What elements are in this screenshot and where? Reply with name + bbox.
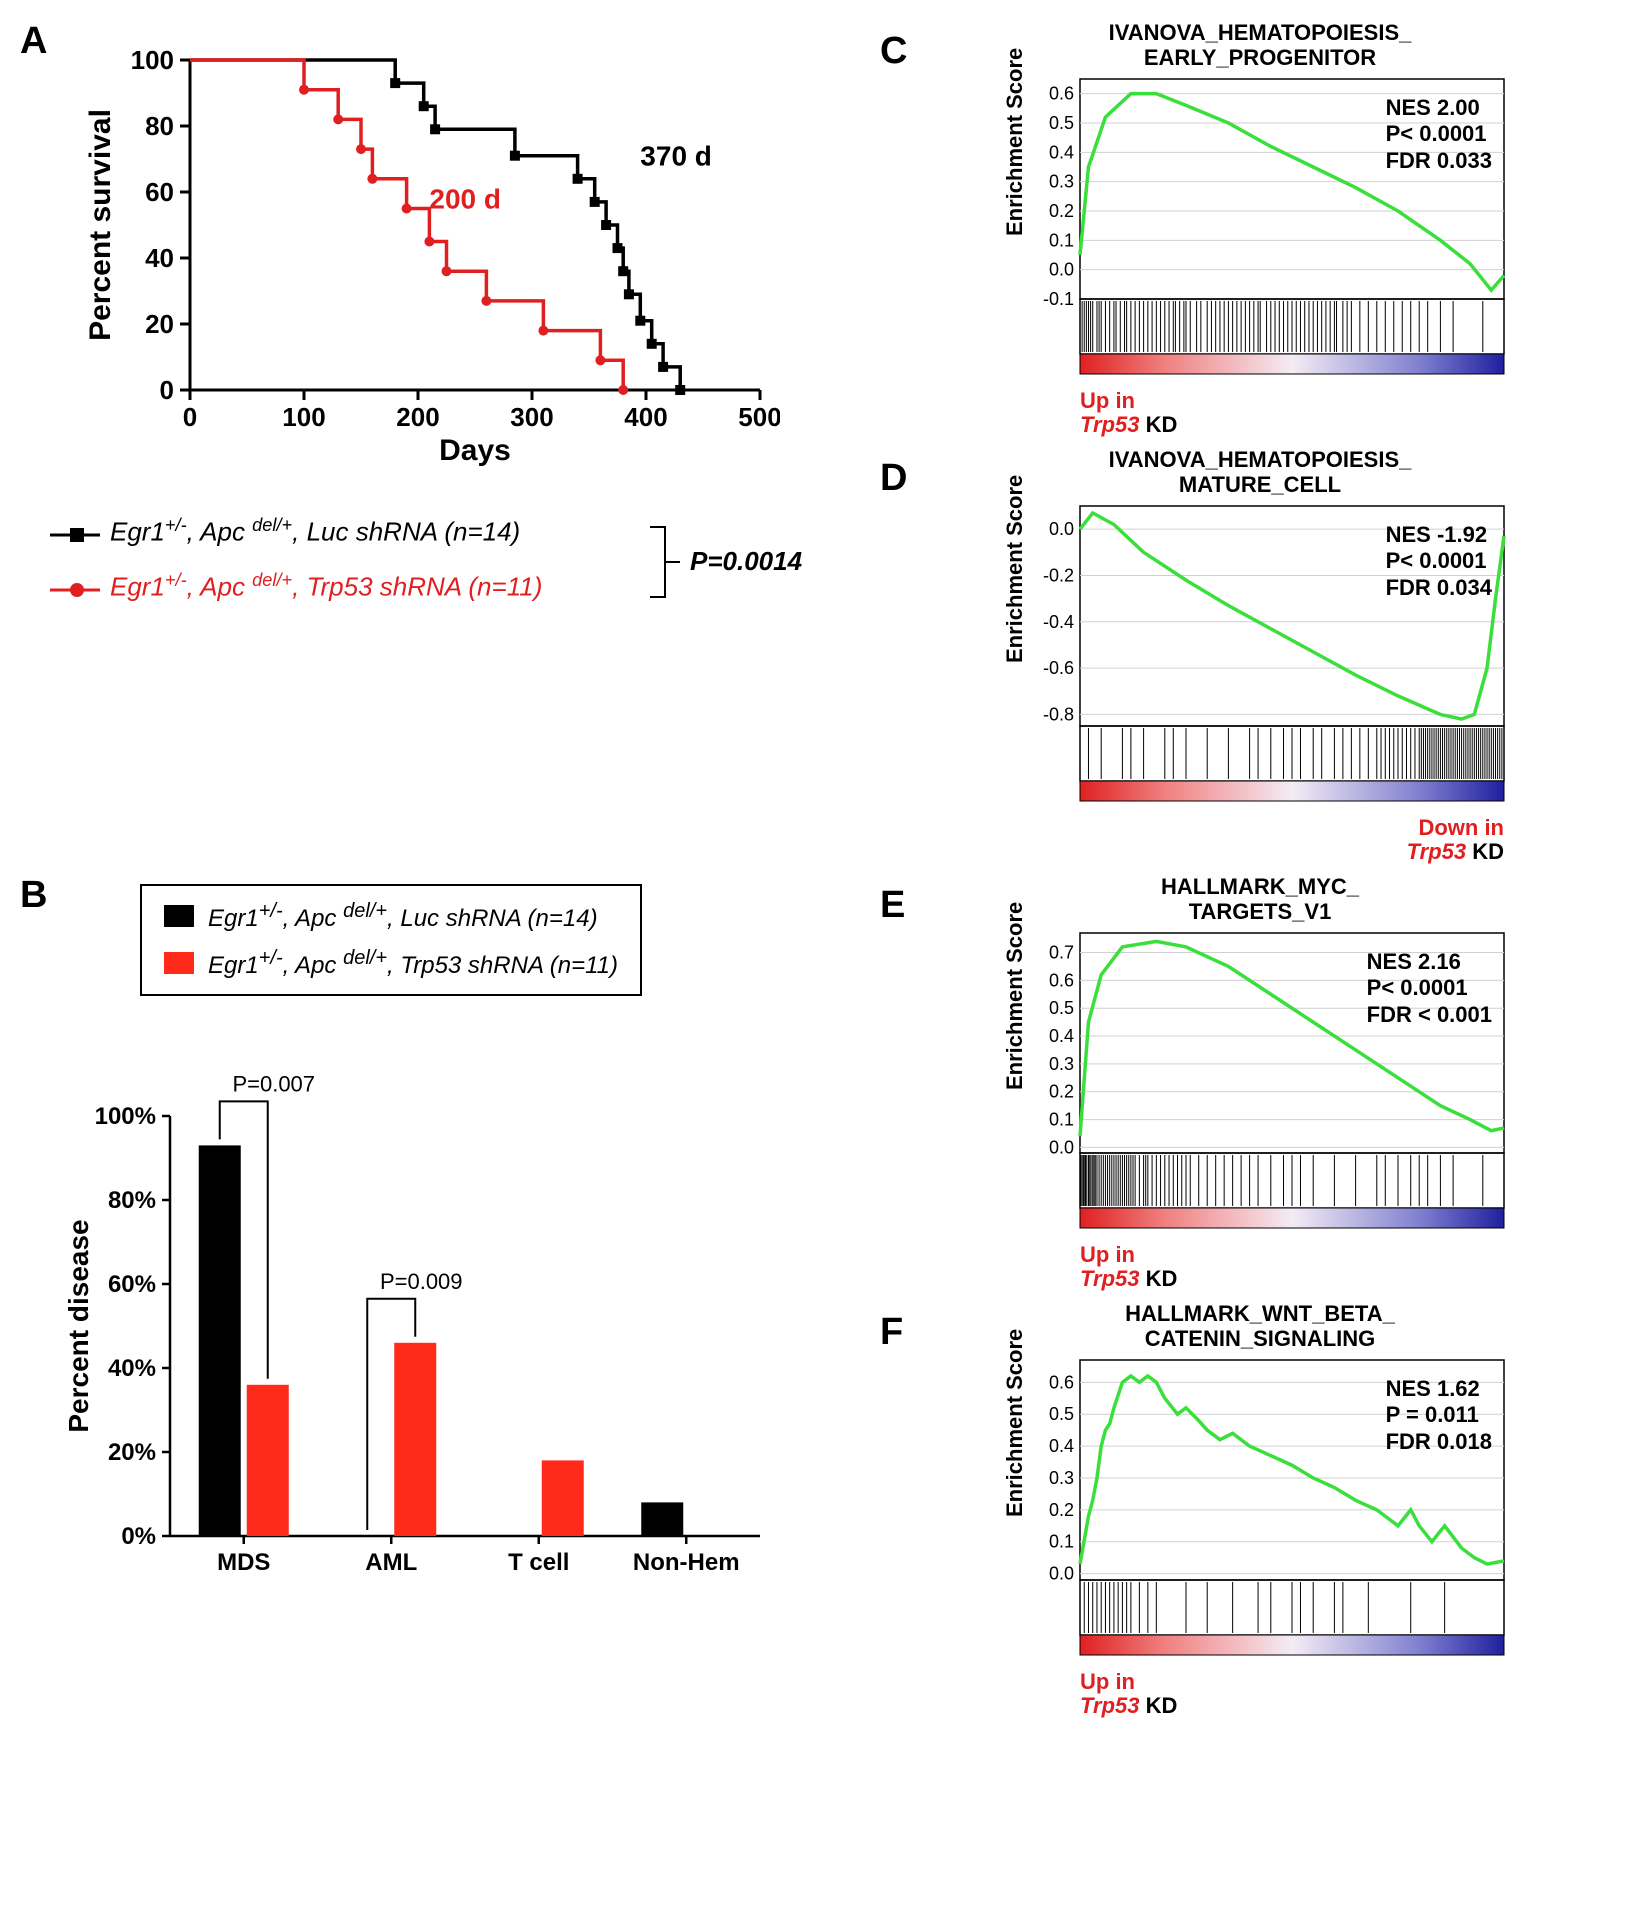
svg-text:0.0: 0.0 bbox=[1049, 259, 1074, 279]
svg-text:0.2: 0.2 bbox=[1049, 1081, 1074, 1101]
panel-c-label: C bbox=[880, 30, 907, 73]
svg-text:0.0: 0.0 bbox=[1049, 1137, 1074, 1157]
svg-text:0%: 0% bbox=[121, 1523, 156, 1550]
svg-text:0.3: 0.3 bbox=[1049, 171, 1074, 191]
bar-plot: 0% 20% 40% 60% 80% 100% Percent disease MDS AML T… bbox=[60, 1016, 840, 1601]
gsea-title: HALLMARK_WNT_BETA_CATENIN_SIGNALING bbox=[1010, 1301, 1510, 1352]
svg-text:0: 0 bbox=[183, 402, 197, 432]
svg-text:400: 400 bbox=[624, 402, 667, 432]
svg-text:60: 60 bbox=[145, 177, 174, 207]
svg-text:100: 100 bbox=[282, 402, 325, 432]
svg-text:0.0: 0.0 bbox=[1049, 519, 1074, 539]
svg-text:Percent disease: Percent disease bbox=[63, 1219, 94, 1432]
svg-text:P=0.0014: P=0.0014 bbox=[690, 546, 803, 576]
svg-text:0.5: 0.5 bbox=[1049, 113, 1074, 133]
svg-text:P=0.009: P=0.009 bbox=[380, 1269, 463, 1294]
gsea-stats: NES 1.62P = 0.011FDR 0.018 bbox=[1386, 1376, 1492, 1455]
km-legend: Egr1+/-, Apc del/+, Luc shRNA (n=14)Egr1… bbox=[50, 505, 840, 640]
gsea-ylabel: Enrichment Score bbox=[1002, 902, 1028, 1090]
svg-text:100: 100 bbox=[131, 45, 174, 75]
svg-text:40%: 40% bbox=[108, 1355, 156, 1382]
svg-text:0.2: 0.2 bbox=[1049, 201, 1074, 221]
gsea-ylabel: Enrichment Score bbox=[1002, 48, 1028, 236]
svg-text:0.1: 0.1 bbox=[1049, 1531, 1074, 1551]
svg-text:100%: 100% bbox=[95, 1103, 156, 1130]
gsea-title: HALLMARK_MYC_TARGETS_V1 bbox=[1010, 874, 1510, 925]
panel-c: C IVANOVA_HEMATOPOIESIS_EARLY_PROGENITOR… bbox=[880, 20, 1640, 447]
gsea-ylabel: Enrichment Score bbox=[1002, 1329, 1028, 1517]
svg-text:500: 500 bbox=[738, 402, 780, 432]
svg-text:40: 40 bbox=[145, 243, 174, 273]
svg-text:60%: 60% bbox=[108, 1271, 156, 1298]
km-plot: 0 100 200 300 400 500 0 20 40 60 80 100 Days Percent … bbox=[80, 40, 840, 475]
svg-text:0.4: 0.4 bbox=[1049, 1026, 1074, 1046]
svg-text:T cell: T cell bbox=[508, 1549, 569, 1576]
svg-text:MDS: MDS bbox=[217, 1549, 270, 1576]
panel-d-label: D bbox=[880, 457, 907, 500]
svg-text:80%: 80% bbox=[108, 1187, 156, 1214]
svg-text:0.3: 0.3 bbox=[1049, 1053, 1074, 1073]
svg-text:-0.4: -0.4 bbox=[1043, 611, 1074, 631]
svg-text:20: 20 bbox=[145, 309, 174, 339]
gsea-caption: Up inTrp53 KD bbox=[1010, 1670, 1510, 1718]
panel-f-label: F bbox=[880, 1311, 903, 1354]
svg-text:0: 0 bbox=[160, 375, 174, 405]
bar-legend: Egr1+/-, Apc del/+, Luc shRNA (n=14)Egr1… bbox=[140, 884, 840, 996]
gsea-stats: NES 2.00P< 0.0001FDR 0.033 bbox=[1386, 95, 1492, 174]
gsea-stats: NES -1.92P< 0.0001FDR 0.034 bbox=[1386, 522, 1492, 601]
panel-b-label: B bbox=[20, 874, 47, 917]
svg-text:0.4: 0.4 bbox=[1049, 1436, 1074, 1456]
panel-d: D IVANOVA_HEMATOPOIESIS_MATURE_CELL -0.8 -… bbox=[880, 447, 1640, 874]
svg-text:0.3: 0.3 bbox=[1049, 1467, 1074, 1487]
svg-text:0.1: 0.1 bbox=[1049, 230, 1074, 250]
svg-text:Non-Hem: Non-Hem bbox=[633, 1549, 740, 1576]
svg-text:0.5: 0.5 bbox=[1049, 1404, 1074, 1424]
svg-text:Days: Days bbox=[439, 434, 511, 467]
svg-text:0.0: 0.0 bbox=[1049, 1563, 1074, 1583]
svg-text:0.7: 0.7 bbox=[1049, 942, 1074, 962]
panel-a-label: A bbox=[20, 20, 47, 63]
svg-text:0.2: 0.2 bbox=[1049, 1499, 1074, 1519]
svg-text:0.6: 0.6 bbox=[1049, 1372, 1074, 1392]
panel-f: F HALLMARK_WNT_BETA_CATENIN_SIGNALING 0.0… bbox=[880, 1301, 1640, 1728]
svg-text:P=0.007: P=0.007 bbox=[232, 1071, 315, 1096]
svg-text:300: 300 bbox=[510, 402, 553, 432]
svg-text:80: 80 bbox=[145, 111, 174, 141]
panel-e-label: E bbox=[880, 884, 905, 927]
panel-e: E HALLMARK_MYC_TARGETS_V1 0.0 0.1 0.2 0.3 0.4… bbox=[880, 874, 1640, 1301]
gsea-caption: Up inTrp53 KD bbox=[1010, 389, 1510, 437]
svg-text:-0.6: -0.6 bbox=[1043, 658, 1074, 678]
svg-text:370 d: 370 d bbox=[640, 141, 712, 172]
svg-text:-0.8: -0.8 bbox=[1043, 704, 1074, 724]
svg-text:20%: 20% bbox=[108, 1439, 156, 1466]
svg-text:-0.1: -0.1 bbox=[1043, 289, 1074, 309]
svg-text:0.4: 0.4 bbox=[1049, 142, 1074, 162]
svg-text:0.6: 0.6 bbox=[1049, 970, 1074, 990]
panel-b: B Egr1+/-, Apc del/+, Luc shRNA (n=14)Eg… bbox=[20, 874, 840, 1728]
svg-text:AML: AML bbox=[365, 1549, 417, 1576]
svg-text:0.5: 0.5 bbox=[1049, 998, 1074, 1018]
gsea-caption: Down inTrp53 KD bbox=[1010, 816, 1510, 864]
svg-text:Percent survival: Percent survival bbox=[84, 109, 117, 341]
svg-text:200: 200 bbox=[396, 402, 439, 432]
svg-text:-0.2: -0.2 bbox=[1043, 565, 1074, 585]
svg-text:0.6: 0.6 bbox=[1049, 83, 1074, 103]
gsea-caption: Up inTrp53 KD bbox=[1010, 1243, 1510, 1291]
gsea-title: IVANOVA_HEMATOPOIESIS_MATURE_CELL bbox=[1010, 447, 1510, 498]
gsea-stats: NES 2.16P< 0.0001FDR < 0.001 bbox=[1367, 949, 1492, 1028]
gsea-ylabel: Enrichment Score bbox=[1002, 475, 1028, 663]
gsea-title: IVANOVA_HEMATOPOIESIS_EARLY_PROGENITOR bbox=[1010, 20, 1510, 71]
svg-text:0.1: 0.1 bbox=[1049, 1109, 1074, 1129]
panel-a: A 0 100 200 300 400 500 0 20 40 60 80 100 Days Percen… bbox=[20, 20, 840, 874]
svg-text:200 d: 200 d bbox=[429, 184, 501, 215]
